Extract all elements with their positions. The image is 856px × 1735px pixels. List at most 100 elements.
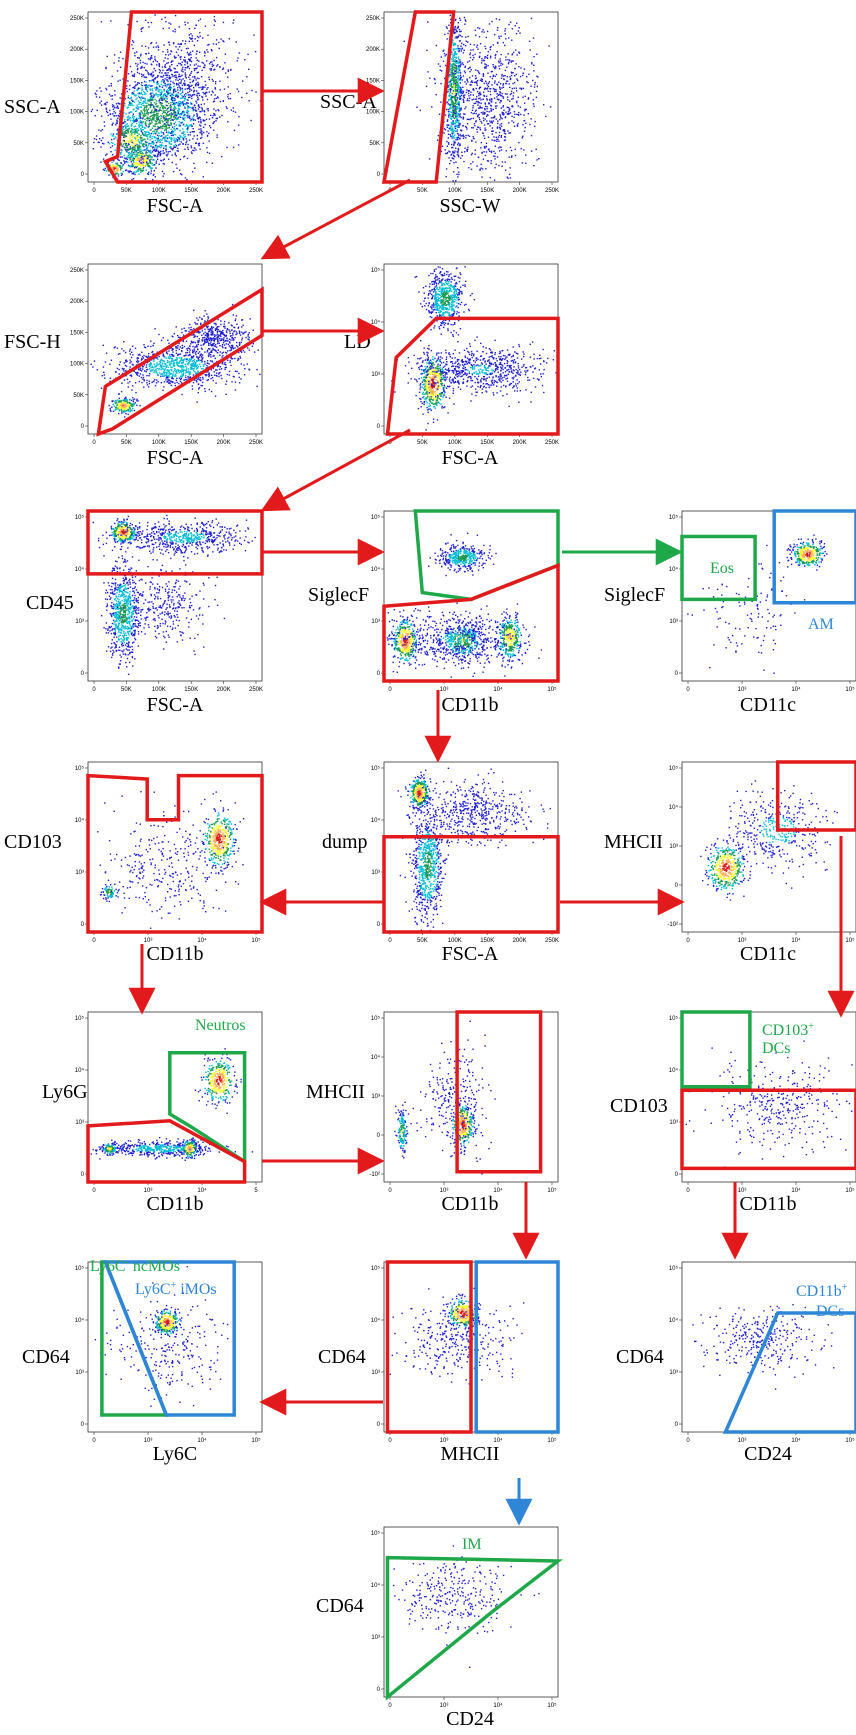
event-dot [509,76,510,77]
event-dot [158,150,159,151]
event-dot [498,136,499,137]
event-dot [504,130,505,131]
event-dot [535,82,536,83]
event-dot [139,121,140,122]
event-dot [439,114,440,115]
event-dot [193,368,194,369]
event-dot [504,136,505,137]
event-dot [158,122,159,123]
event-dot [212,92,213,93]
x-tick-label: 250K [545,188,559,194]
event-dot [494,158,495,159]
event-dot [478,127,479,128]
event-dot [517,126,518,127]
event-dot [511,54,512,55]
event-dot [503,110,504,111]
event-dot [188,355,189,356]
event-dot [465,45,466,46]
event-dot [168,159,169,160]
event-dot [195,68,196,69]
event-dot [472,55,473,56]
event-dot [138,141,139,142]
event-dot [146,107,147,108]
event-dot [128,153,129,154]
event-dot [493,66,494,67]
event-dot [200,121,201,122]
event-dot [453,105,454,106]
event-dot [172,135,173,136]
event-dot [500,83,501,84]
event-dot [224,369,225,370]
event-dot [173,113,174,114]
event-dot [536,97,537,98]
event-dot [137,82,138,83]
event-dot [131,136,132,137]
event-dot [126,161,127,162]
event-dot [144,155,145,156]
event-dot [174,31,175,32]
event-dot [519,27,520,28]
event-dot [508,63,509,64]
event-dot [460,130,461,131]
event-dot [141,143,142,144]
event-dot [150,100,151,101]
event-dot [456,97,457,98]
event-dot [136,158,137,159]
event-dot [176,102,177,103]
event-dot [105,104,106,105]
event-dot [106,170,107,171]
event-dot [210,70,211,71]
event-dot [170,148,171,149]
event-dot [463,95,464,96]
event-dot [161,92,162,93]
event-dot [190,132,191,133]
event-dot [179,26,180,27]
event-dot [158,136,159,137]
event-dot [246,76,247,77]
event-dot [516,88,517,89]
event-dot [504,133,505,134]
event-dot [164,381,165,382]
event-dot [485,64,486,65]
event-dot [509,83,510,84]
event-dot [448,95,449,96]
event-dot [459,138,460,139]
event-dot [127,151,128,152]
event-dot [106,108,107,109]
event-dot [517,80,518,81]
event-dot [162,138,163,139]
event-dot [181,64,182,65]
event-dot [458,95,459,96]
event-dot [176,77,177,78]
event-dot [172,348,173,349]
event-dot [533,165,534,166]
event-dot [165,379,166,380]
y-tick-label: 200K [70,47,84,53]
event-dot [501,100,502,101]
event-dot [491,84,492,85]
event-dot [530,93,531,94]
event-dot [483,92,484,93]
event-dot [142,158,143,159]
event-dot [495,91,496,92]
event-dot [196,51,197,52]
event-dot [195,24,196,25]
event-dot [198,60,199,61]
event-dot [154,87,155,88]
event-dot [133,132,134,133]
event-dot [492,130,493,131]
event-dot [484,57,485,58]
event-dot [118,60,119,61]
event-dot [493,120,494,121]
event-dot [460,87,461,88]
event-dot [134,101,135,102]
event-dot [468,167,469,168]
event-dot [501,107,502,108]
event-dot [125,132,126,133]
event-dot [164,123,165,124]
event-dot [470,52,471,53]
event-dot [186,102,187,103]
event-dot [192,385,193,386]
event-dot [121,151,122,152]
event-dot [160,155,161,156]
